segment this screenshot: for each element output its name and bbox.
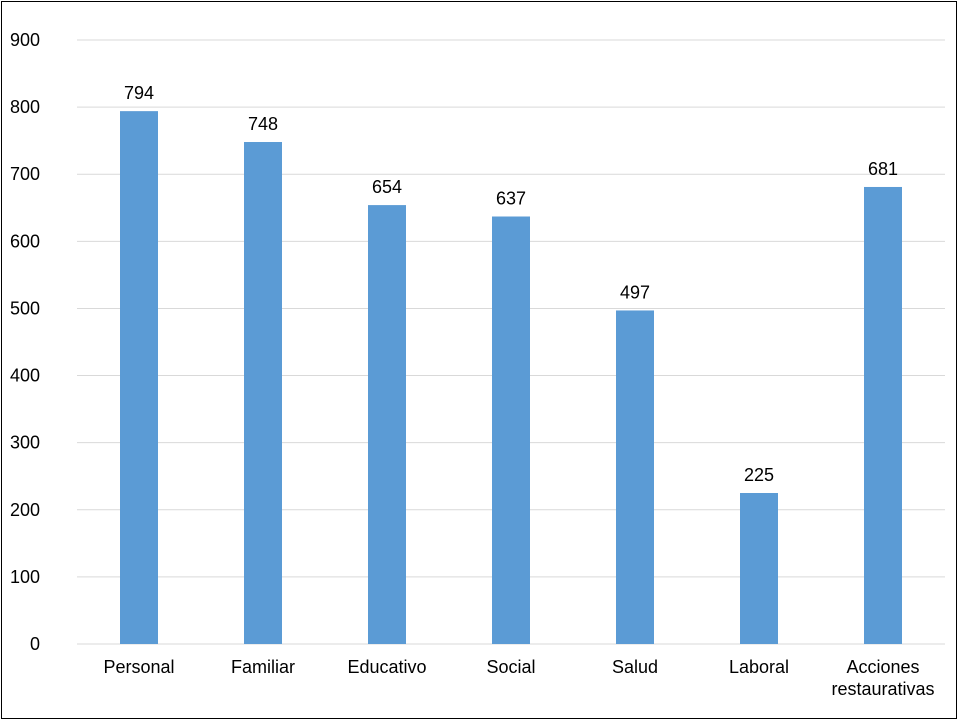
- x-tick-label: Educativo: [347, 657, 426, 677]
- data-label: 794: [124, 83, 154, 103]
- x-tick-label: restaurativas: [831, 679, 934, 699]
- x-tick-label: Laboral: [729, 657, 789, 677]
- y-tick-label: 100: [10, 567, 40, 587]
- bar: [368, 205, 406, 645]
- y-tick-label: 700: [10, 164, 40, 184]
- bar: [244, 142, 282, 644]
- data-label: 225: [744, 465, 774, 485]
- y-tick-label: 600: [10, 231, 40, 251]
- data-label: 681: [868, 159, 898, 179]
- y-tick-label: 900: [10, 30, 40, 50]
- y-tick-label: 500: [10, 298, 40, 318]
- x-tick-label: Social: [486, 657, 535, 677]
- x-tick-label: Salud: [612, 657, 658, 677]
- data-label: 748: [248, 114, 278, 134]
- bar: [616, 310, 654, 644]
- x-tick-label: Personal: [103, 657, 174, 677]
- y-tick-label: 0: [30, 634, 40, 654]
- data-label: 637: [496, 189, 526, 209]
- y-tick-label: 400: [10, 366, 40, 386]
- y-tick-label: 200: [10, 500, 40, 520]
- bar: [740, 493, 778, 644]
- bar: [864, 186, 902, 644]
- bar: [492, 216, 530, 644]
- data-label: 497: [620, 282, 650, 302]
- y-tick-label: 800: [10, 97, 40, 117]
- data-label: 654: [372, 177, 402, 197]
- bar: [120, 111, 158, 645]
- x-tick-label: Acciones: [846, 657, 919, 677]
- y-tick-label: 300: [10, 433, 40, 453]
- x-tick-label: Familiar: [231, 657, 295, 677]
